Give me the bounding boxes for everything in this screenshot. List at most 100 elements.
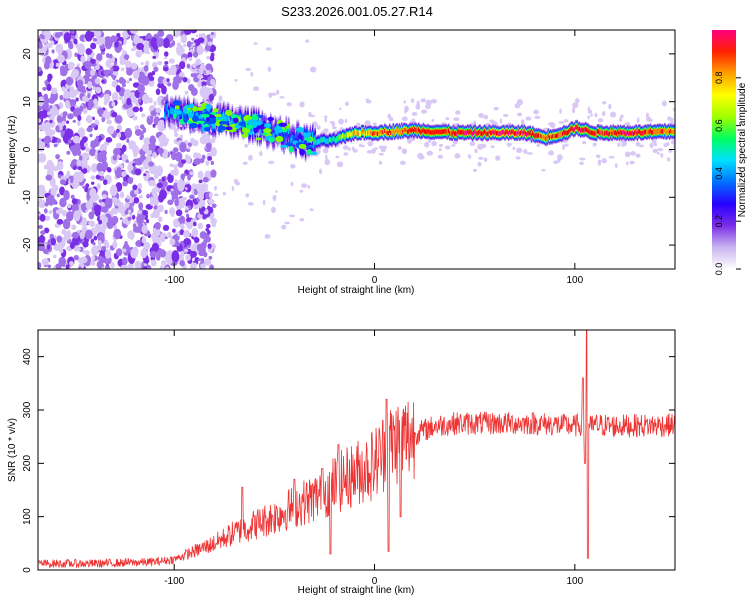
haze-blob [549, 121, 554, 128]
ridge-cell [227, 113, 230, 120]
ridge-cell [326, 139, 329, 144]
noise-blob [50, 87, 58, 95]
ridge-cell [403, 127, 405, 132]
ridge-cell [628, 131, 630, 137]
noise-blob [104, 36, 112, 42]
ridge-cell [422, 127, 425, 133]
haze-blob [378, 152, 384, 156]
noise-blob [74, 142, 81, 153]
ridge-cell [296, 130, 299, 138]
noise-blob [193, 237, 200, 244]
ridge-cell [290, 137, 292, 145]
ridge-cell [519, 130, 522, 136]
noise-blob [38, 139, 43, 149]
noise-blob [203, 132, 207, 138]
noise-blob [95, 86, 102, 94]
noise-blob [150, 110, 157, 117]
ridge-blob [225, 126, 233, 131]
haze-blob [404, 107, 407, 114]
noise-blob [205, 63, 213, 71]
haze-blob [242, 161, 248, 165]
haze-blob [454, 153, 461, 159]
noise-blob [187, 205, 191, 209]
ridge-cell [339, 134, 342, 139]
haze-blob [202, 85, 207, 91]
haze-blob [218, 95, 223, 102]
noise-blob [160, 238, 166, 243]
noise-blob [116, 154, 121, 159]
noise-blob [139, 135, 144, 141]
noise-blob [126, 138, 130, 143]
haze-blob [559, 108, 562, 114]
noise-blob [163, 56, 167, 60]
noise-blob [108, 198, 113, 202]
noise-blob [47, 194, 55, 205]
ridge-cell [556, 133, 558, 138]
haze-blob [557, 157, 561, 163]
ridge-cell [411, 127, 414, 132]
noise-blob [139, 106, 143, 112]
noise-blob [140, 61, 144, 66]
noise-blob [94, 64, 100, 71]
noise-blob [180, 33, 187, 44]
noise-blob [92, 242, 96, 246]
ridge-blob [205, 104, 211, 111]
noise-blob [199, 69, 204, 75]
noise-blob [131, 47, 135, 52]
haze-blob [474, 148, 478, 154]
ridge-cell [593, 131, 595, 136]
ridge-cell [320, 137, 323, 142]
noise-blob [207, 205, 211, 210]
noise-blob [191, 183, 198, 190]
ridge-cell [202, 109, 205, 116]
noise-blob [50, 40, 55, 46]
noise-blob [184, 90, 189, 95]
haze-blob [563, 119, 569, 123]
ridge-cell [379, 130, 381, 135]
ridge-cell [292, 135, 295, 142]
ridge-cell [245, 120, 248, 127]
noise-blob [48, 97, 56, 104]
noise-blob [95, 174, 101, 180]
haze-blob [624, 151, 631, 158]
noise-blob [148, 161, 154, 167]
haze-blob [490, 145, 495, 149]
noise-blob [53, 254, 57, 259]
noise-blob [164, 51, 169, 57]
noise-blob [88, 211, 95, 220]
noise-blob [167, 173, 174, 184]
ridge-blob [172, 113, 177, 120]
haze-blob [197, 195, 205, 200]
ridge-cell [398, 128, 401, 133]
noise-blob [100, 51, 105, 55]
noise-blob [79, 231, 85, 240]
noise-blob [106, 119, 112, 125]
haze-blob [259, 150, 263, 157]
ridge-cell [391, 130, 393, 136]
ridge-cell [600, 129, 603, 134]
haze-blob [652, 148, 658, 154]
haze-blob [483, 157, 488, 162]
ridge-cell [196, 112, 199, 119]
haze-blob [636, 117, 640, 123]
ridge-cell [457, 129, 460, 134]
noise-blob [66, 230, 71, 235]
noise-blob [155, 107, 162, 114]
noise-blob [46, 159, 54, 172]
noise-blob [128, 111, 135, 117]
noise-blob [116, 32, 121, 38]
ridge-cell [664, 128, 666, 133]
ridge-blob [263, 127, 272, 134]
noise-blob [170, 188, 174, 192]
noise-blob [70, 178, 74, 184]
noise-blob [180, 223, 185, 228]
ridge-cell [352, 132, 355, 137]
noise-blob [174, 179, 178, 184]
ridge-cell [373, 131, 375, 136]
noise-blob [179, 141, 187, 153]
noise-blob [38, 105, 43, 112]
haze-blob [489, 119, 495, 124]
ridge-blob [299, 149, 305, 156]
colorbar-tick-label: 0.8 [714, 72, 724, 85]
ridge-cell [672, 129, 675, 134]
